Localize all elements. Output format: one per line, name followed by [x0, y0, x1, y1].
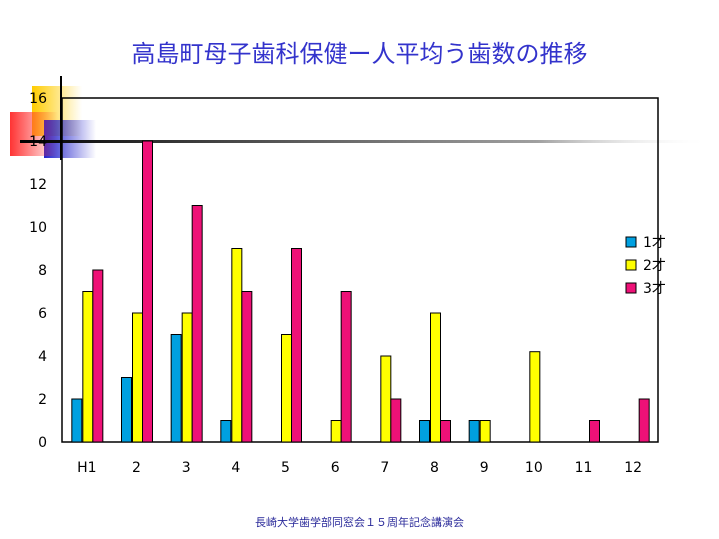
bar-3sai-6	[340, 291, 352, 443]
legend-swatch	[625, 236, 637, 248]
legend-swatch	[625, 259, 637, 271]
plot-frame	[61, 97, 659, 443]
x-tick-label: 8	[430, 460, 439, 476]
bar-3sai-5	[291, 248, 302, 443]
bar-3sai-11	[589, 420, 600, 443]
x-tick-label: 11	[575, 460, 593, 476]
x-tick-label: 7	[380, 460, 389, 476]
y-tick-label: 14	[29, 134, 47, 150]
bar-1sai-4	[220, 420, 232, 443]
bar-3sai-7	[390, 398, 402, 443]
bar-1sai-2	[121, 377, 132, 443]
deco-line	[20, 140, 710, 143]
legend-swatch	[625, 282, 637, 294]
legend-label: 2才	[643, 258, 666, 274]
bar-2sai-5	[281, 334, 292, 443]
bar-2sai-H1	[82, 291, 94, 443]
x-tick-label: 3	[182, 460, 191, 476]
bar-2sai-6	[330, 420, 342, 443]
legend-label: 1才	[643, 235, 666, 251]
x-tick-label: 10	[525, 460, 543, 476]
x-tick-label: 12	[624, 460, 642, 476]
bar-3sai-12	[638, 398, 650, 443]
bar-1sai-9	[468, 420, 480, 443]
bar-3sai-3	[191, 205, 203, 443]
bar-2sai-8	[430, 312, 441, 443]
bar-1sai-3	[170, 334, 182, 443]
y-tick-label: 2	[38, 392, 47, 408]
bar-2sai-3	[181, 312, 193, 443]
bar-series	[71, 140, 650, 443]
x-axis-ticks: H1 2 3 4 5 6 7 8 9 10 11 12	[77, 460, 642, 476]
bar-1sai-8	[419, 420, 430, 443]
x-tick-label: 4	[231, 460, 240, 476]
y-tick-label: 6	[38, 306, 47, 322]
deco-vline	[60, 76, 62, 160]
slide-decoration	[10, 76, 710, 160]
bar-3sai-4	[241, 291, 253, 443]
footer-caption: 長崎大学歯学部同窓会１５周年記念講演会	[255, 516, 464, 529]
y-tick-label: 16	[29, 91, 47, 107]
x-tick-label: 6	[331, 460, 340, 476]
bar-2sai-9	[479, 420, 491, 443]
x-tick-label: 2	[132, 460, 141, 476]
bar-2sai-7	[380, 355, 392, 443]
x-tick-label: 9	[480, 460, 489, 476]
bar-2sai-4	[231, 248, 243, 443]
y-tick-label: 12	[29, 177, 47, 193]
y-tick-label: 4	[38, 349, 47, 365]
bar-3sai-8	[440, 420, 451, 443]
deco-red-square	[10, 112, 58, 156]
bar-2sai-10	[529, 351, 541, 443]
legend-label: 3才	[643, 281, 666, 297]
bar-3sai-H1	[92, 269, 104, 443]
y-tick-label: 10	[29, 220, 47, 236]
y-tick-label: 0	[38, 435, 47, 451]
bar-2sai-2	[132, 312, 143, 443]
y-tick-label: 8	[38, 263, 47, 279]
y-axis-ticks: 0 2 4 6 8 10 12 14 16	[29, 91, 47, 451]
legend: 1才 2才 3才	[625, 235, 666, 297]
bar-1sai-H1	[71, 398, 83, 443]
x-tick-label: H1	[77, 460, 96, 476]
bar-3sai-2	[142, 140, 153, 443]
page-title: 高島町母子歯科保健ー人平均う歯数の推移	[131, 40, 588, 68]
x-tick-label: 5	[281, 460, 290, 476]
